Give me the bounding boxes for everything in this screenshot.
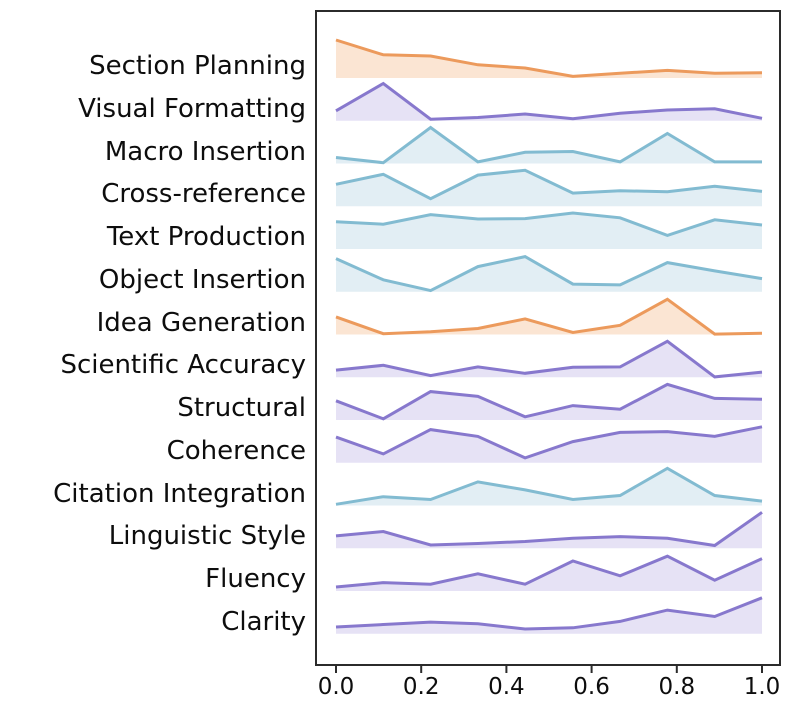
row-label-clarity: Clarity — [221, 606, 306, 637]
ridge-fluency — [335, 554, 763, 591]
x-tick-label: 0.8 — [659, 674, 696, 700]
row-label-scientific-accuracy: Scientific Accuracy — [60, 350, 306, 381]
row-label-visual-formatting: Visual Formatting — [78, 93, 306, 124]
row-labels: Section Planning Visual Formatting Macro I… — [0, 0, 306, 709]
ridge-visual-formatting — [335, 81, 763, 121]
row-label-cross-reference: Cross-reference — [101, 179, 306, 210]
row-label-macro-insertion: Macro Insertion — [104, 136, 306, 167]
row-label-idea-generation: Idea Generation — [96, 307, 306, 338]
row-label-structural: Structural — [177, 393, 306, 423]
ridge-section-planning — [335, 38, 763, 78]
x-tick-label: 0.4 — [488, 674, 525, 700]
x-tick-label: 0.0 — [318, 674, 355, 700]
ridge-cross-reference — [335, 168, 763, 207]
row-label-section-planning: Section Planning — [89, 51, 306, 81]
ridge-linguistic-style — [335, 511, 763, 549]
ridge-structural — [335, 382, 763, 421]
ridge-text-production — [335, 211, 763, 249]
ridge-idea-generation — [335, 297, 763, 336]
ridge-clarity — [335, 596, 763, 634]
row-label-fluency: Fluency — [205, 564, 306, 594]
row-label-object-insertion: Object Insertion — [98, 264, 306, 295]
x-tick-label: 1.0 — [744, 674, 781, 700]
ridge-citation-integration — [335, 466, 763, 506]
x-tick-label: 0.6 — [573, 674, 610, 700]
row-label-linguistic-style: Linguistic Style — [108, 521, 306, 552]
x-tick-label: 0.2 — [403, 674, 440, 700]
ridge-object-insertion — [335, 255, 763, 293]
row-label-coherence: Coherence — [166, 435, 306, 466]
row-label-citation-integration: Citation Integration — [53, 478, 306, 509]
ridge-coherence — [335, 425, 763, 463]
row-label-text-production: Text Production — [106, 222, 306, 252]
ridge-scientific-accuracy — [335, 339, 763, 379]
ridge-macro-insertion — [335, 125, 762, 165]
